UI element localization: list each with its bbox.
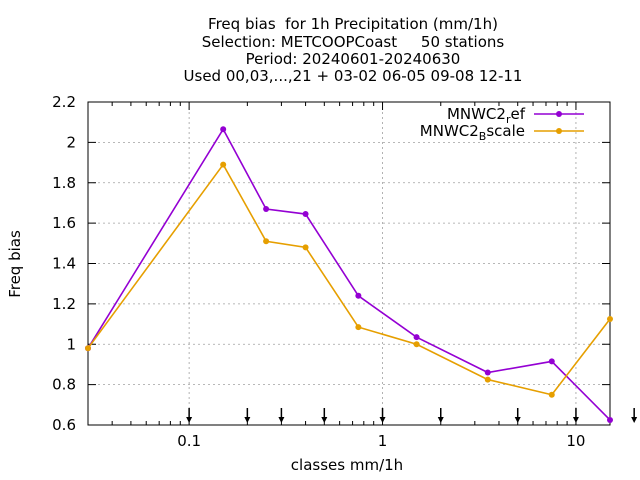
data-point	[302, 244, 309, 251]
threshold-arrow-head	[186, 417, 193, 423]
y-tick-label: 1	[66, 335, 76, 353]
data-point	[484, 376, 491, 383]
x-tick-label: 1	[378, 432, 388, 450]
threshold-arrow-head	[514, 417, 521, 423]
y-tick-label: 2	[66, 133, 76, 151]
data-point	[484, 369, 491, 376]
legend-entry-label: MNWC2Bscale	[420, 122, 525, 143]
series-layer	[85, 126, 613, 423]
legend-marker	[556, 111, 562, 117]
threshold-arrow-head	[572, 417, 579, 423]
title-line-4: Used 00,03,...,21 + 03-02 06-05 09-08 12…	[183, 67, 523, 85]
x-tick-label: 10	[566, 432, 585, 450]
y-axis-label: Freq bias	[6, 230, 24, 298]
data-point	[220, 161, 227, 168]
data-point	[548, 358, 555, 365]
x-tick-label: 0.1	[177, 432, 201, 450]
data-point	[355, 292, 362, 299]
x-axis-label: classes mm/1h	[291, 456, 403, 474]
series-MNWC2_ref	[85, 126, 613, 423]
data-point	[413, 334, 420, 341]
title-line-1: Freq bias for 1h Precipitation (mm/1h)	[208, 15, 498, 33]
threshold-arrow-head	[321, 417, 328, 423]
legend-label-rest: scale	[486, 122, 525, 140]
legend-label-main: MNWC2	[420, 122, 479, 140]
legend-entry-label: MNWC2ref	[447, 105, 526, 126]
grid	[88, 102, 610, 425]
data-point	[85, 345, 91, 352]
threshold-arrow-head	[631, 417, 638, 423]
data-point	[220, 126, 227, 133]
axis-ticks: 0.6 0.8 1 1.2 1.4 1.6 1.8 2 2.2 0.1 1 10	[52, 93, 610, 450]
data-point	[263, 238, 270, 245]
series-MNWC2_Bscale	[85, 161, 613, 398]
data-point	[607, 316, 613, 323]
data-point	[413, 341, 420, 348]
data-point	[548, 391, 555, 398]
threshold-arrow-head	[244, 417, 251, 423]
data-point	[355, 324, 362, 331]
y-tick-label: 1.4	[52, 255, 76, 273]
legend-label-subscript: B	[479, 130, 487, 143]
title-line-2: Selection: METCOOPCoast 50 stations	[201, 33, 505, 51]
y-tick-label: 1.2	[52, 295, 76, 313]
series-line	[87, 127, 611, 421]
legend-marker	[556, 128, 562, 134]
threshold-arrow-head	[437, 417, 444, 423]
threshold-arrows	[186, 408, 638, 423]
y-tick-label: 0.8	[52, 376, 76, 394]
data-point	[607, 416, 613, 423]
y-tick-label: 1.8	[52, 174, 76, 192]
threshold-arrow-head	[278, 417, 285, 423]
legend-label-main: MNWC2	[447, 105, 506, 123]
y-tick-label: 1.6	[52, 214, 76, 232]
y-tick-label: 0.6	[52, 416, 76, 434]
legend-label-rest: ef	[510, 105, 525, 123]
threshold-arrow-head	[379, 417, 386, 423]
data-point	[263, 205, 270, 212]
data-point	[302, 211, 309, 218]
y-tick-label: 2.2	[52, 93, 76, 111]
legend-label-subscript: r	[506, 113, 511, 126]
title-line-3: Period: 20240601-20240630	[245, 50, 461, 68]
series-line	[87, 163, 611, 396]
